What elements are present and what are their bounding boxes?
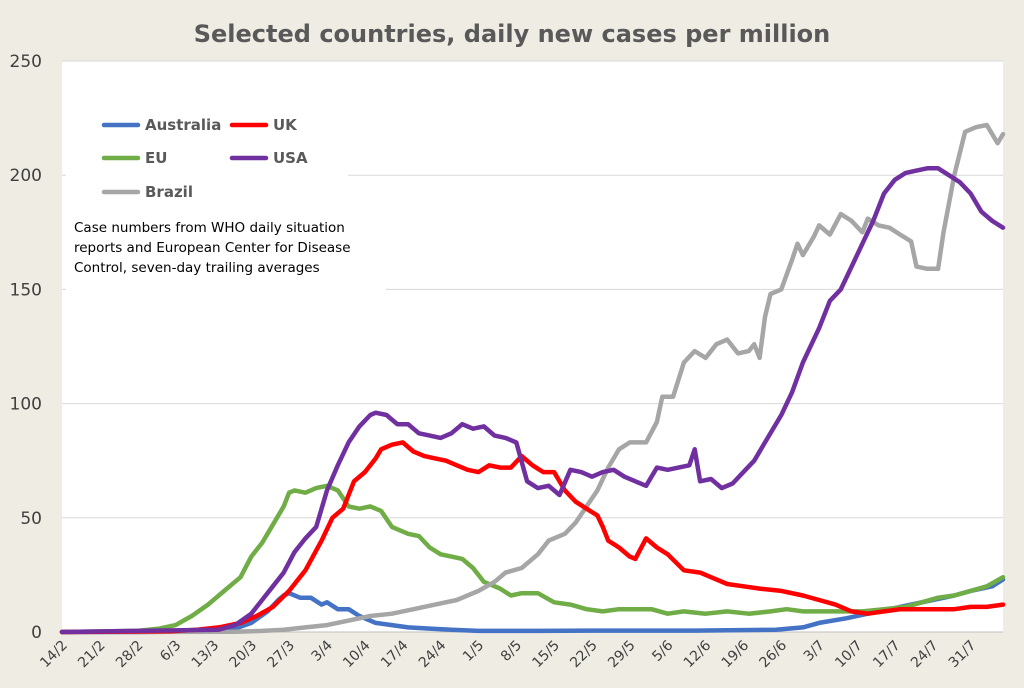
y-tick-label: 250	[10, 52, 42, 72]
legend-label-usa: USA	[273, 149, 308, 167]
y-tick-label: 100	[10, 395, 42, 415]
legend-label-australia: Australia	[145, 116, 221, 134]
legend: Australia EU Brazil UK USA	[101, 116, 308, 201]
series-line-uk	[59, 440, 1006, 635]
series-line-usa	[59, 166, 1006, 635]
series-line-brazil	[59, 122, 1006, 635]
series-lines	[59, 122, 1006, 635]
annotation-box	[66, 212, 386, 298]
legend-label-brazil: Brazil	[145, 183, 193, 201]
legend-label-uk: UK	[273, 116, 298, 134]
y-tick-label: 150	[10, 280, 42, 300]
annotation-text: Case numbers from WHO daily situation re…	[74, 220, 355, 276]
series-line-eu	[59, 483, 1006, 635]
y-tick-label: 0	[31, 623, 42, 643]
y-axis-tick-labels: 0 50 100 150 200 250	[10, 52, 42, 643]
legend-label-eu: EU	[145, 149, 167, 167]
y-tick-label: 50	[20, 509, 42, 529]
chart-title: Selected countries, daily new cases per …	[194, 20, 831, 48]
y-tick-label: 200	[10, 166, 42, 186]
